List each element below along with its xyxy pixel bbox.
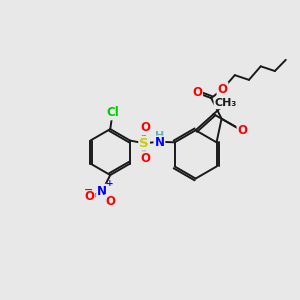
Text: Cl: Cl [106, 106, 119, 119]
Text: H: H [155, 131, 164, 142]
Text: +: + [106, 179, 113, 188]
Text: O: O [192, 86, 202, 99]
Text: −: − [84, 184, 93, 194]
Text: N: N [97, 185, 107, 198]
Text: O: O [141, 122, 151, 134]
Text: CH₃: CH₃ [214, 98, 237, 108]
Text: O: O [85, 190, 94, 203]
Text: O: O [218, 83, 227, 96]
Text: O: O [105, 195, 115, 208]
Text: O: O [141, 152, 151, 165]
Text: O: O [238, 124, 248, 137]
Text: N: N [154, 136, 164, 149]
Text: S: S [139, 137, 149, 150]
